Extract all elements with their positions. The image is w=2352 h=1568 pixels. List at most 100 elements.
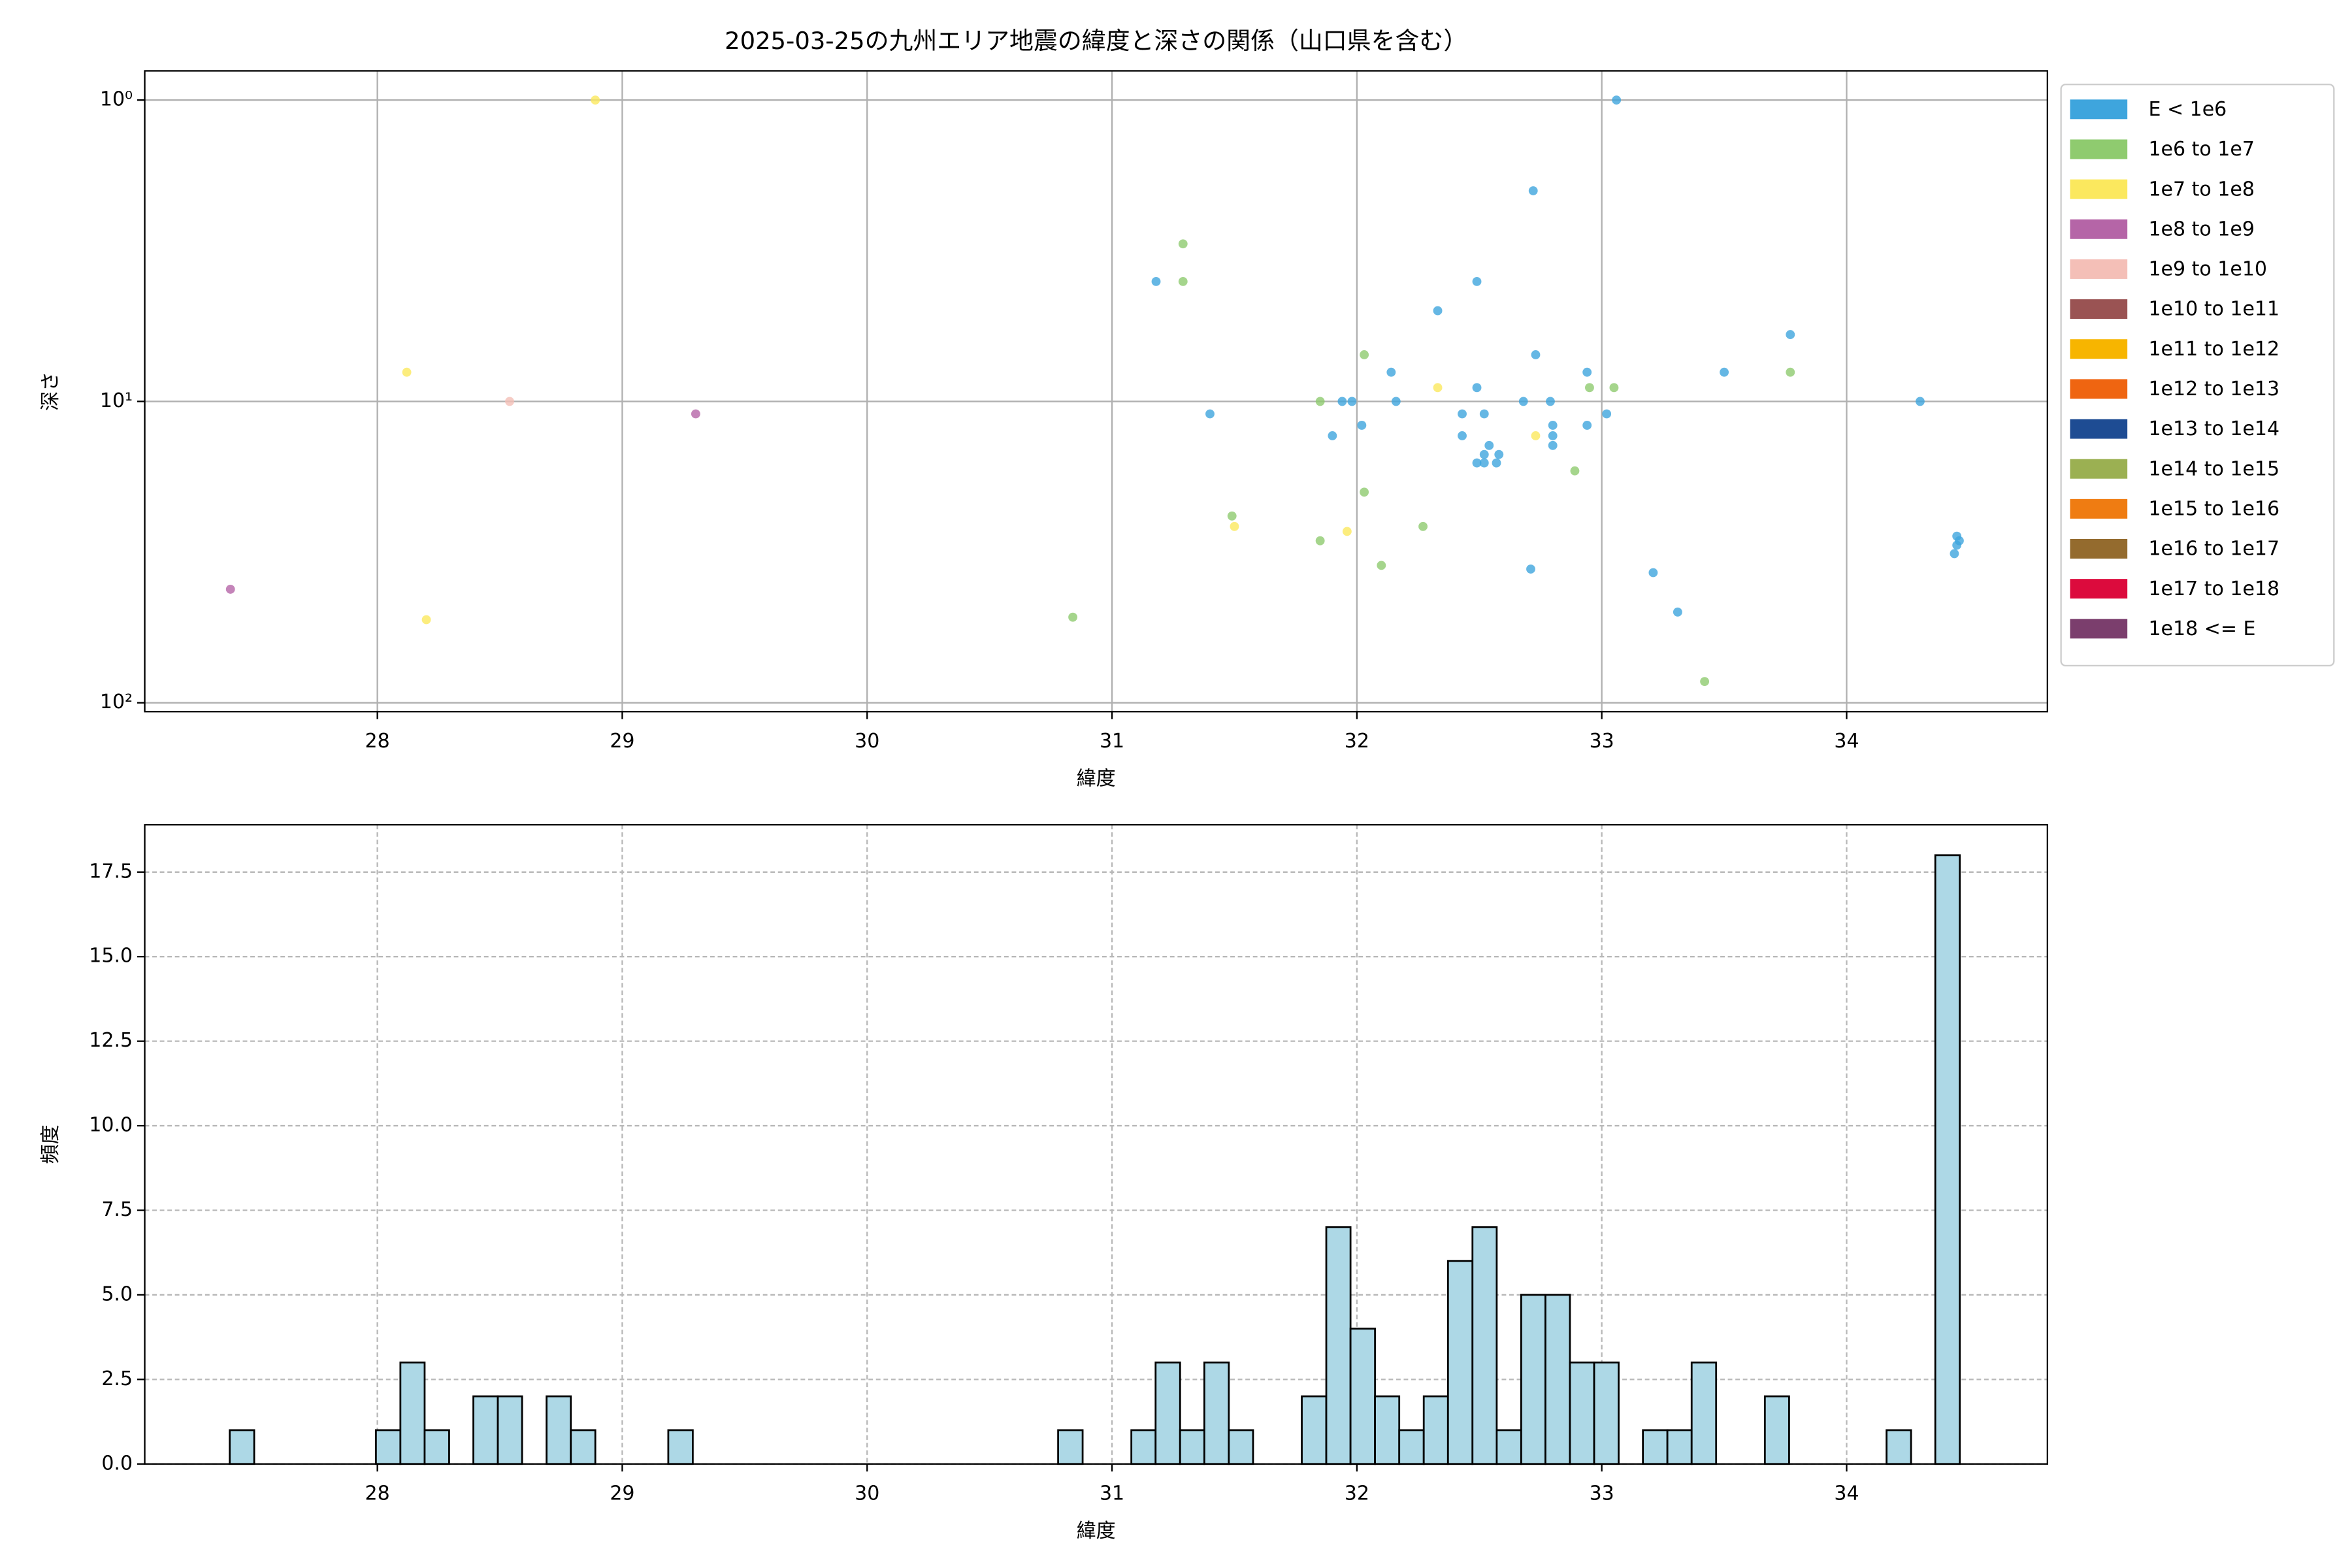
legend-swatch (2070, 259, 2128, 279)
legend-swatch (2070, 619, 2128, 639)
x-tick-label: 32 (1345, 1482, 1369, 1505)
x-tick-label: 34 (1834, 730, 1859, 753)
scatter-point (1786, 367, 1795, 377)
legend-swatch (2070, 419, 2128, 439)
legend-label: 1e13 to 1e14 (2148, 417, 2279, 440)
x-tick-label: 29 (610, 730, 634, 753)
x-axis-label: 緯度 (1077, 768, 1116, 791)
histogram-bar (1398, 1429, 1425, 1465)
histogram-bar (1301, 1395, 1328, 1465)
histogram-bar (1471, 1226, 1498, 1465)
scatter-point (1546, 397, 1555, 406)
scatter-point (1178, 239, 1188, 249)
scatter-point (1531, 350, 1541, 359)
x-tick-label: 31 (1100, 730, 1124, 753)
histogram-bar (1593, 1362, 1620, 1465)
x-tick-label: 28 (365, 1482, 390, 1505)
histogram-bar (1203, 1362, 1230, 1465)
scatter-point (1315, 397, 1325, 406)
scatter-point (1360, 350, 1369, 359)
x-tick-label: 30 (855, 730, 879, 753)
legend-swatch (2070, 219, 2128, 239)
scatter-point (1648, 568, 1658, 578)
scatter-point (1151, 276, 1161, 286)
plot-frame (144, 824, 2048, 1465)
scatter-point (421, 615, 431, 625)
legend-swatch (2070, 179, 2128, 199)
legend-label: 1e8 to 1e9 (2148, 218, 2254, 240)
scatter-point (1328, 431, 1337, 440)
histogram-bar (1886, 1429, 1912, 1465)
scatter-point (225, 584, 235, 594)
scatter-point (1227, 511, 1237, 521)
scatter-point (1720, 367, 1729, 377)
legend-label: 1e18 <= E (2148, 617, 2255, 640)
scatter-point (402, 367, 412, 377)
legend-label: 1e6 to 1e7 (2148, 138, 2254, 161)
scatter-point (1433, 306, 1443, 316)
x-tick-label: 31 (1100, 1482, 1124, 1505)
scatter-point (1612, 95, 1622, 105)
scatter-point (1494, 449, 1504, 459)
y-axis-label: 頻度 (39, 1125, 62, 1164)
y-tick-label: 10⁰ (100, 88, 133, 111)
scatter-point (1585, 383, 1594, 393)
scatter-point (1916, 397, 1925, 406)
histogram-bar (1422, 1395, 1449, 1465)
x-tick-label: 30 (855, 1482, 879, 1505)
y-tick-label: 12.5 (89, 1029, 133, 1052)
histogram-bar (229, 1429, 255, 1465)
scatter-point (1315, 536, 1325, 546)
histogram-bar (1569, 1362, 1595, 1465)
legend-swatch (2070, 139, 2128, 159)
histogram-bar (1544, 1294, 1571, 1465)
scatter-point (1518, 397, 1528, 406)
legend-swatch (2070, 339, 2128, 359)
legend-label: 1e9 to 1e10 (2148, 258, 2267, 281)
scatter-point (1479, 409, 1489, 419)
scatter-point (1570, 466, 1580, 476)
y-tick-label: 10.0 (89, 1114, 133, 1137)
plot-frame (144, 70, 2048, 713)
histogram-bar (399, 1362, 426, 1465)
scatter-point (1418, 521, 1428, 531)
histogram-bar (1374, 1395, 1401, 1465)
histogram-bar (1130, 1429, 1157, 1465)
legend-label: 1e12 to 1e13 (2148, 378, 2279, 400)
scatter-point (1531, 431, 1541, 440)
legend-swatch (2070, 379, 2128, 399)
y-tick-label: 7.5 (101, 1198, 133, 1221)
scatter-point (1786, 330, 1795, 340)
scatter-point (1548, 421, 1558, 430)
y-axis-label: 深さ (39, 372, 62, 411)
scatter-point (1582, 421, 1592, 430)
scatter-point (1178, 276, 1188, 286)
scatter-point (1347, 397, 1357, 406)
histogram-bar (1325, 1226, 1352, 1465)
histogram-bar (1349, 1328, 1376, 1465)
x-tick-label: 29 (610, 1482, 634, 1505)
histogram-bar (1179, 1429, 1205, 1465)
histogram-bar (570, 1429, 596, 1465)
scatter-point (1548, 440, 1558, 450)
scatter-point (1609, 383, 1619, 393)
x-tick-label: 33 (1590, 730, 1614, 753)
scatter-point (1526, 564, 1535, 574)
histogram-bar (1228, 1429, 1254, 1465)
x-axis-label: 緯度 (1077, 1520, 1116, 1543)
scatter-point (1548, 431, 1558, 440)
scatter-point (1479, 458, 1489, 468)
scatter-point (1492, 458, 1501, 468)
scatter-point (1954, 536, 1964, 546)
y-tick-label: 10² (100, 691, 133, 713)
x-tick-label: 33 (1590, 1482, 1614, 1505)
scatter-point (1950, 549, 1959, 559)
scatter-point (591, 95, 600, 105)
legend-label: 1e10 to 1e11 (2148, 298, 2279, 321)
histogram-bar (1666, 1429, 1693, 1465)
histogram-bar (1446, 1260, 1474, 1465)
histogram-bar (1642, 1429, 1669, 1465)
